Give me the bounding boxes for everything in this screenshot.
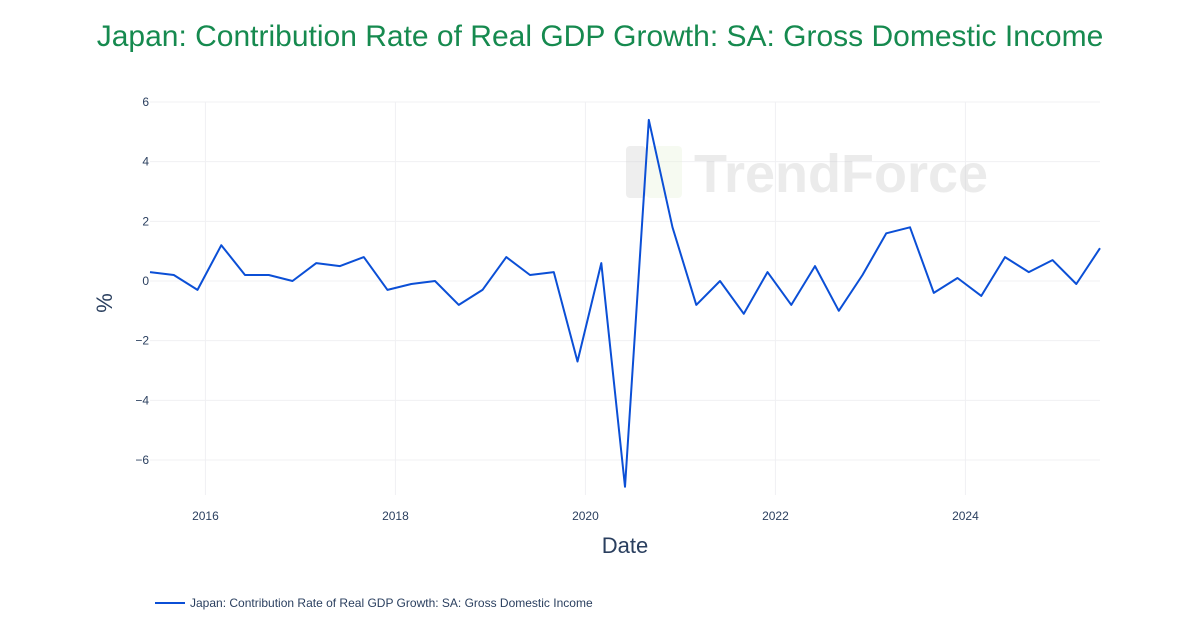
legend-label: Japan: Contribution Rate of Real GDP Gro… (190, 596, 593, 610)
data-point[interactable] (147, 269, 153, 275)
data-point[interactable] (337, 263, 343, 269)
data-point[interactable] (598, 260, 604, 266)
data-point[interactable] (907, 224, 913, 230)
y-tick-label: 4 (142, 155, 149, 169)
y-tick-label: 0 (142, 274, 149, 288)
data-point[interactable] (456, 302, 462, 308)
data-point[interactable] (527, 272, 533, 278)
data-point[interactable] (883, 230, 889, 236)
data-point[interactable] (931, 290, 937, 296)
data-point[interactable] (670, 224, 676, 230)
data-point[interactable] (290, 278, 296, 284)
y-axis-title: % (92, 293, 117, 313)
data-point[interactable] (313, 260, 319, 266)
data-point[interactable] (503, 254, 509, 260)
data-point[interactable] (480, 287, 486, 293)
svg-text:TrendForce: TrendForce (694, 144, 988, 204)
data-point[interactable] (266, 272, 272, 278)
x-axis-title: Date (602, 533, 648, 558)
data-point[interactable] (812, 263, 818, 269)
data-point[interactable] (1097, 245, 1103, 251)
data-point[interactable] (1073, 281, 1079, 287)
data-point[interactable] (218, 242, 224, 248)
data-point[interactable] (788, 302, 794, 308)
data-point[interactable] (622, 484, 628, 490)
y-tick-label: −4 (135, 393, 149, 407)
y-tick-label: −2 (135, 334, 149, 348)
x-tick-label: 2022 (762, 509, 789, 523)
data-point[interactable] (551, 269, 557, 275)
data-point[interactable] (1050, 257, 1056, 263)
y-tick-label: 2 (142, 214, 149, 228)
data-point[interactable] (741, 311, 747, 317)
data-point[interactable] (1002, 254, 1008, 260)
x-tick-label: 2018 (382, 509, 409, 523)
data-point[interactable] (195, 287, 201, 293)
series-line (149, 118, 1101, 488)
data-point[interactable] (717, 278, 723, 284)
data-point[interactable] (385, 287, 391, 293)
data-point[interactable] (1026, 269, 1032, 275)
data-point[interactable] (646, 117, 652, 123)
data-point[interactable] (575, 359, 581, 365)
data-point[interactable] (408, 281, 414, 287)
data-point[interactable] (978, 293, 984, 299)
trendforce-watermark-logo: TrendForce (626, 144, 988, 204)
x-tick-label: 2016 (192, 509, 219, 523)
legend[interactable]: Japan: Contribution Rate of Real GDP Gro… (155, 596, 593, 610)
grid (150, 101, 1100, 495)
y-tick-label: −6 (135, 453, 149, 467)
x-tick-label: 2020 (572, 509, 599, 523)
data-point[interactable] (432, 278, 438, 284)
data-point[interactable] (765, 269, 771, 275)
chart-title: Japan: Contribution Rate of Real GDP Gro… (96, 20, 1104, 53)
y-tick-label: 6 (142, 95, 149, 109)
data-point[interactable] (836, 308, 842, 314)
data-point[interactable] (361, 254, 367, 260)
data-point[interactable] (171, 272, 177, 278)
data-point[interactable] (860, 272, 866, 278)
data-point[interactable] (693, 302, 699, 308)
data-point[interactable] (242, 272, 248, 278)
legend-swatch (155, 602, 185, 604)
x-tick-label: 2024 (952, 509, 979, 523)
data-point[interactable] (955, 275, 961, 281)
